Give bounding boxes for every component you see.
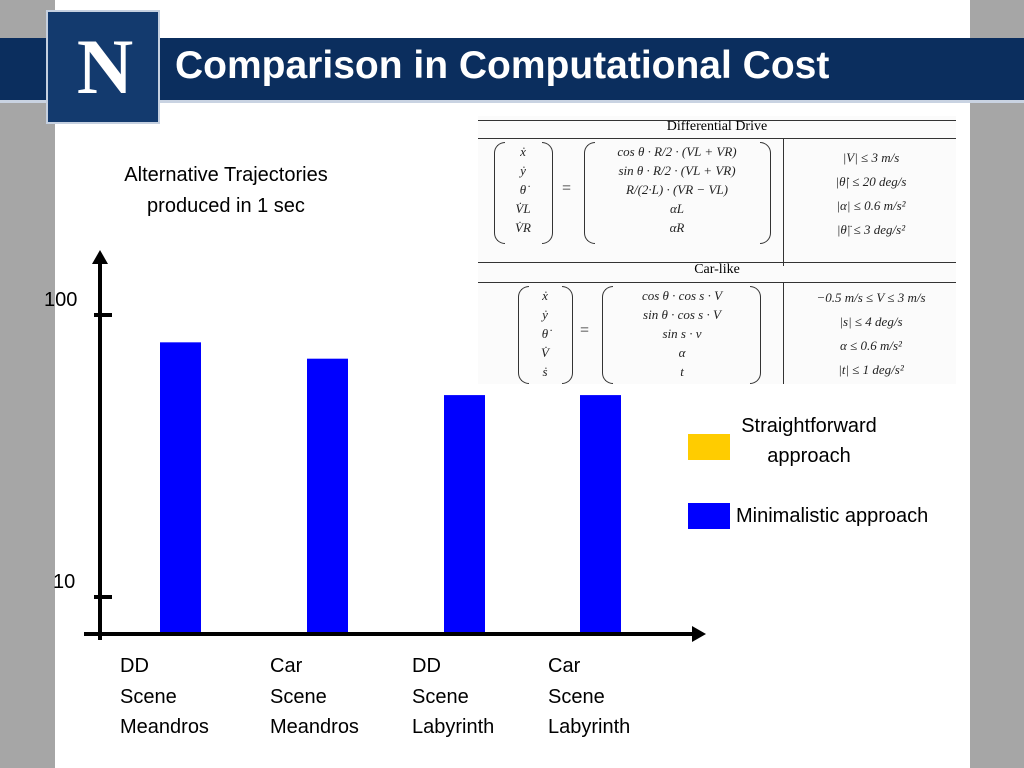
header-divider [0,100,1024,103]
category-label: Car Scene Labyrinth [548,651,630,743]
state-entry: θ̇ [519,182,527,197]
diff-drive-rhs-vector: cos θ · R/2 · (VL + VR) sin θ · R/2 · (V… [592,142,762,237]
equation-rule [478,262,956,263]
constraint-entry: |V| ≤ 3 m/s [842,150,900,165]
y-tick-label: 10 [53,571,76,593]
y-axis-arrowhead [92,250,108,264]
state-entry: ẏ [520,163,526,178]
rhs-entry: sin θ · R/2 · (VL + VR) [618,163,736,178]
rhs-entry: α [678,345,686,360]
category-label-line: Scene [270,685,327,708]
constraint-entry: −0.5 m/s ≤ V ≤ 3 m/s [816,290,926,305]
ticks-layer [94,313,112,599]
bar-minimalistic-3 [580,395,621,632]
category-label: DD Scene Meandros [120,651,209,743]
state-entry: V̇ [541,345,549,360]
category-label-line: Car [548,655,581,677]
legend-label-minimalistic: Minimalistic approach [736,501,928,531]
state-entry: ẏ [542,307,548,322]
constraint-entry: |t| ≤ 1 deg/s² [838,362,904,377]
diff-drive-constraints: |V| ≤ 3 m/s |θ̇| ≤ 20 deg/s |α| ≤ 0.6 m/… [796,146,946,242]
bar-minimalistic-0 [160,342,201,632]
category-label-line: DD [412,655,441,677]
equation-rule [478,120,956,121]
category-label-line: Car [270,655,303,677]
chart-title: Alternative Trajectories produced in 1 s… [96,160,356,222]
rhs-entry: t [680,364,684,379]
car-like-state-vector: ẋ ẏ θ̇ V̇ ṡ [530,286,560,381]
rhs-entry: sin s · v [662,326,702,341]
state-entry: ṡ [542,364,548,379]
category-label-line: Labyrinth [412,716,495,738]
car-like-rhs-vector: cos θ · cos s · V sin θ · cos s · V sin … [612,286,752,381]
equals-sign: = [562,180,572,197]
category-label-line: Scene [120,685,177,708]
y-tick-label: 100 [44,289,78,311]
university-logo: N [46,10,160,124]
constraint-entry: |α| ≤ 0.6 m/s² [836,198,906,213]
equals-sign: = [580,322,590,339]
legend-swatch-minimalistic [688,503,730,529]
rhs-entry: αR [669,220,685,235]
equation-divider [783,138,784,266]
category-label-line: Meandros [270,716,359,738]
state-entry: θ̇ [541,326,549,341]
equation-divider [783,282,784,384]
equation-rule [478,138,956,139]
car-like-constraints: −0.5 m/s ≤ V ≤ 3 m/s |s| ≤ 4 deg/s α ≤ 0… [790,286,952,382]
constraint-entry: |θ̇| ≤ 20 deg/s [835,174,907,189]
slide-title: Comparison in Computational Cost [175,44,830,87]
diff-drive-heading: Differential Drive [666,119,768,134]
state-entry: V̇L [515,201,531,216]
chart-title-line-2: produced in 1 sec [147,195,305,217]
state-entry: V̇R [515,220,531,235]
category-label-line: Scene [548,685,605,708]
state-entry: ẋ [520,144,526,159]
category-label: Car Scene Meandros [270,651,359,743]
legend-swatch-straightforward [688,434,730,460]
state-entry: ẋ [542,288,548,303]
category-label-line: Labyrinth [548,716,631,738]
chart-title-line-1: Alternative Trajectories [124,164,328,186]
bars-layer [160,342,621,632]
rhs-entry: R/(2·L) · (VR − VL) [626,182,728,197]
x-axis-arrowhead [692,626,706,642]
header-bar [0,38,1024,100]
equations-panel: Differential Drive ẋ ẏ θ̇ V̇L V̇R = cos … [478,116,956,384]
bar-minimalistic-2 [444,395,485,632]
diff-drive-state-vector: ẋ ẏ θ̇ V̇L V̇R [506,142,540,237]
rhs-entry: cos θ · R/2 · (VL + VR) [617,144,737,159]
rhs-entry: sin θ · cos s · V [643,307,721,322]
constraint-entry: |θ̈| ≤ 3 deg/s² [836,222,906,237]
constraint-entry: |s| ≤ 4 deg/s [839,314,903,329]
legend-label-line: approach [767,445,851,467]
category-label-line: Meandros [120,716,209,738]
equation-rule [478,282,956,283]
logo-letter: N [76,23,133,110]
category-label-line: DD [120,655,149,677]
rhs-entry: cos θ · cos s · V [641,288,723,303]
category-label: DD Scene Labyrinth [412,651,494,743]
legend-label-line: Straightforward [741,415,877,437]
legend-label-straightforward: Straightforward approach [734,411,884,471]
bar-minimalistic-1 [307,358,348,632]
rhs-entry: αL [669,201,685,216]
car-like-heading: Car-like [694,262,740,277]
axes-layer [84,250,706,642]
legend-label-line: Minimalistic approach [736,505,929,527]
category-label-line: Scene [412,685,469,708]
constraint-entry: α ≤ 0.6 m/s² [840,338,902,353]
